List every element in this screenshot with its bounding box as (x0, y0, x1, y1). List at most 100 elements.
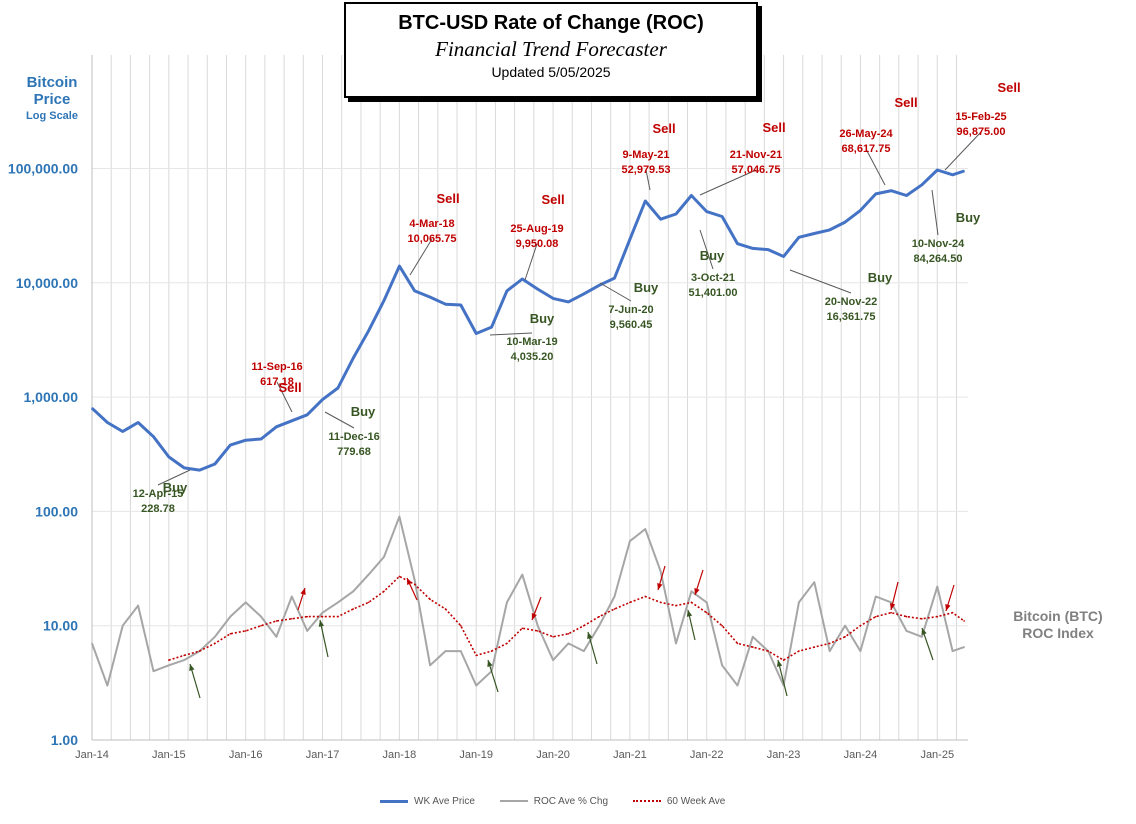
data-point (675, 213, 677, 215)
sell-label: Sell (762, 120, 785, 135)
y-tick-label: 100.00 (35, 503, 78, 519)
data-point (859, 624, 862, 627)
annotation-leader (865, 148, 886, 186)
data-point (383, 590, 385, 593)
data-point (828, 650, 831, 652)
data-point (521, 573, 524, 576)
data-point (244, 601, 247, 604)
data-point (690, 601, 693, 604)
data-point (767, 248, 770, 251)
data-point (475, 654, 478, 657)
sell-label: Sell (652, 121, 675, 136)
sell-arrowhead (657, 583, 663, 590)
data-point (506, 601, 508, 604)
data-point (736, 242, 739, 245)
data-point (798, 650, 800, 652)
data-point (536, 624, 539, 627)
annotation-date: 20-Nov-22 (825, 296, 878, 308)
data-point (383, 299, 385, 302)
annotation-value: 57,046.75 (732, 164, 781, 176)
annotation-leader (931, 189, 939, 236)
data-point (905, 630, 908, 632)
data-point (705, 210, 708, 213)
data-point (890, 189, 892, 192)
data-point (275, 425, 278, 428)
data-point (337, 601, 339, 604)
data-point (352, 357, 355, 359)
data-point (229, 632, 232, 635)
data-point (121, 430, 124, 433)
y-tick-label: 1,000.00 (24, 389, 79, 405)
sell-arrowhead (300, 588, 306, 595)
x-tick-label: Jan-18 (383, 749, 417, 761)
x-tick-label: Jan-22 (690, 749, 724, 761)
data-point (290, 595, 293, 598)
legend-label-avg: 60 Week Ave (666, 796, 726, 807)
data-point (521, 278, 524, 280)
data-point (890, 611, 892, 614)
data-point (106, 421, 109, 424)
buy-arrowhead (587, 632, 593, 639)
data-point (260, 624, 262, 627)
data-point (91, 407, 93, 409)
data-point (813, 581, 816, 584)
data-point (460, 650, 462, 652)
right-axis-title-line1: Bitcoin (BTC) (1013, 608, 1103, 624)
data-point (337, 615, 339, 618)
x-tick-label: Jan-23 (767, 749, 801, 761)
annotation-leader (699, 169, 757, 196)
annotation-leader (409, 238, 433, 276)
data-point (306, 615, 308, 618)
data-point (905, 194, 908, 197)
data-point (782, 255, 785, 258)
data-point (552, 297, 554, 300)
data-point (721, 664, 723, 667)
annotation-value: 4,035.20 (511, 351, 554, 363)
data-point (721, 624, 723, 627)
data-point (629, 540, 631, 542)
data-point (229, 444, 232, 446)
data-point (429, 664, 431, 667)
data-point (429, 296, 431, 298)
data-point (613, 277, 616, 279)
data-point (752, 247, 754, 250)
data-point (321, 611, 324, 614)
data-point (598, 624, 600, 627)
data-point (214, 642, 216, 645)
data-point (183, 654, 186, 657)
buy-label: Buy (351, 404, 376, 419)
data-point (798, 236, 800, 239)
data-point (460, 624, 462, 627)
data-point (767, 650, 770, 652)
sell-arrowhead (694, 588, 700, 595)
series-price-line (90, 168, 965, 472)
data-point (859, 650, 862, 652)
annotation-date: 25-Aug-19 (510, 223, 563, 235)
left-axis-title-line3: Log Scale (26, 110, 78, 122)
data-point (198, 469, 201, 471)
buy-label: Buy (530, 311, 555, 326)
data-point (644, 528, 647, 530)
annotation-leader (599, 282, 632, 302)
data-point (367, 330, 370, 332)
data-point (690, 590, 693, 593)
data-point (275, 635, 278, 638)
data-point (214, 635, 216, 638)
annotation-value: 68,617.75 (842, 143, 891, 155)
data-point (168, 664, 170, 667)
left-axis-title-line2: Price (33, 91, 71, 108)
data-point (444, 650, 447, 652)
data-point (828, 642, 831, 645)
data-point (936, 585, 939, 588)
annotation-leader (645, 169, 651, 191)
buy-arrowhead (189, 664, 195, 671)
legend-item-roc: ROC Ave % Chg (499, 796, 608, 807)
data-point (106, 684, 109, 687)
data-point (844, 624, 846, 627)
sell-label: Sell (541, 192, 564, 207)
data-point (613, 595, 616, 598)
annotation-leader (324, 411, 355, 429)
data-point (552, 659, 554, 661)
data-point (828, 229, 831, 231)
data-point (736, 684, 739, 687)
